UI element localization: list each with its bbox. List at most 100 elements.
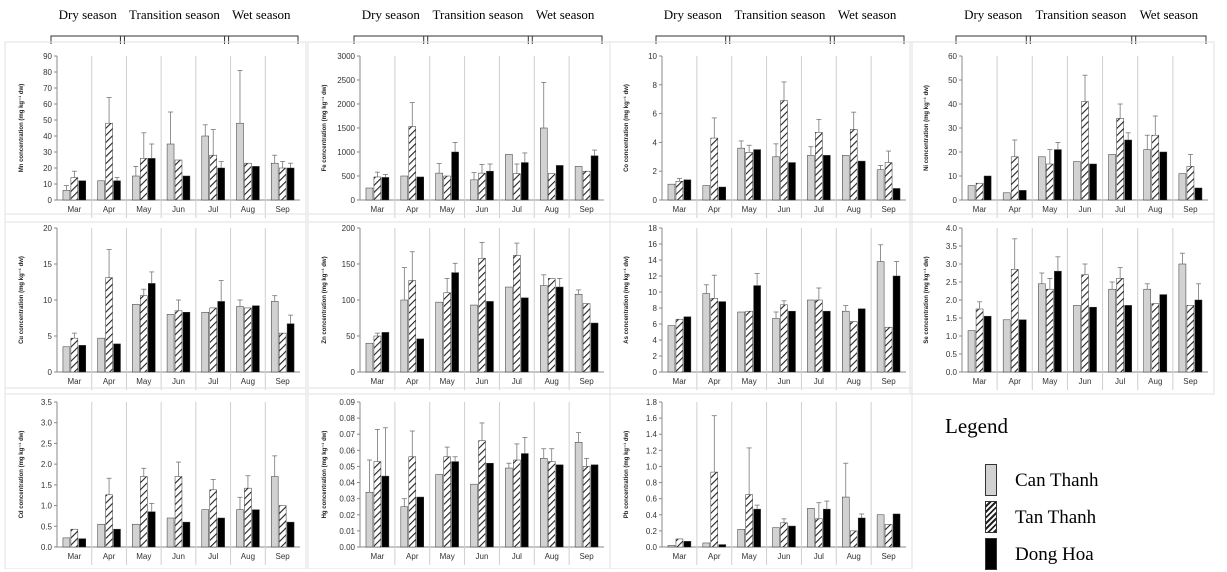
legend: Legend Can Thanh Tan Thanh Dong Hoa (925, 412, 1225, 572)
bar-can-thanh (876, 261, 885, 373)
bar-tan-thanh (478, 172, 486, 201)
y-axis-title: Co concentration (mg kg⁻¹ dw) (623, 84, 630, 172)
bar-can-thanh (540, 285, 548, 373)
bar-dong-hoa (1124, 305, 1132, 373)
bar-dong-hoa (381, 475, 390, 548)
bar-dong-hoa (217, 301, 225, 373)
bar-can-thanh (737, 311, 745, 373)
y-tick-label: 0.07 (339, 430, 355, 439)
bar-dong-hoa (521, 453, 529, 548)
bar-tan-thanh (547, 461, 556, 548)
month-label: Apr (708, 205, 721, 214)
legend-item-can-thanh: Can Thanh (985, 464, 1185, 498)
bar-can-thanh (702, 185, 711, 201)
bar-dong-hoa (718, 544, 726, 548)
bar-tan-thanh (373, 335, 382, 373)
bar-tan-thanh (174, 476, 183, 548)
bar-tan-thanh (1081, 101, 1089, 201)
bar-tan-thanh (513, 255, 521, 373)
bar-tan-thanh (140, 476, 148, 548)
y-tick-label: 1000 (337, 148, 355, 157)
bar-dong-hoa (252, 509, 260, 548)
bar-can-thanh (1038, 156, 1046, 201)
legend-swatch-tan-thanh (985, 501, 997, 533)
month-label: Mar (371, 552, 385, 561)
bar-can-thanh (1178, 263, 1187, 373)
bar-can-thanh (574, 293, 583, 373)
y-tick-label: 0 (351, 368, 356, 377)
month-label: Jun (778, 377, 791, 386)
bar-dong-hoa (892, 188, 901, 201)
bar-tan-thanh (582, 170, 591, 201)
bar-can-thanh (97, 337, 105, 373)
bar-tan-thanh (408, 280, 417, 373)
bar-can-thanh (842, 310, 850, 373)
y-tick-label: 4 (653, 336, 658, 345)
month-label: Apr (1008, 205, 1021, 214)
y-tick-label: 0.2 (646, 527, 658, 536)
month-label: May (742, 205, 757, 214)
month-label: Apr (708, 552, 721, 561)
month-label: Sep (881, 377, 896, 386)
bar-dong-hoa (486, 170, 494, 201)
bar-can-thanh (132, 523, 140, 548)
season-bracket (353, 35, 429, 44)
bar-dong-hoa (857, 517, 866, 548)
bar-can-thanh (270, 162, 279, 201)
month-label: Jul (512, 205, 522, 214)
y-tick-label: 18 (648, 224, 657, 233)
y-tick-label: 0.03 (339, 495, 355, 504)
month-label: Sep (276, 205, 291, 214)
bar-dong-hoa (683, 541, 692, 548)
bar-tan-thanh (849, 129, 858, 201)
bar-tan-thanh (1081, 274, 1089, 373)
bar-dong-hoa (451, 461, 459, 548)
y-tick-label: 60 (948, 52, 957, 61)
bar-can-thanh (772, 527, 780, 548)
bar-dong-hoa (451, 272, 459, 373)
bar-tan-thanh (443, 456, 451, 548)
bar-tan-thanh (70, 528, 79, 548)
bar-dong-hoa (416, 176, 424, 201)
bar-can-thanh (400, 506, 409, 548)
bar-can-thanh (236, 509, 244, 548)
y-axis-title: Ni concentration (mg kg⁻¹ dw) (923, 85, 930, 171)
bar-dong-hoa (857, 308, 866, 373)
bar-can-thanh (1073, 161, 1081, 201)
bar-can-thanh (702, 293, 711, 373)
bar-can-thanh (772, 156, 780, 201)
y-tick-label: 1.8 (646, 398, 658, 407)
y-tick-label: 1.0 (946, 332, 958, 341)
y-tick-label: 2.0 (946, 296, 958, 305)
month-label: Aug (241, 552, 255, 561)
bar-can-thanh (1108, 288, 1116, 373)
bar-tan-thanh (1010, 156, 1019, 201)
bar-dong-hoa (416, 338, 424, 373)
bar-tan-thanh (278, 505, 287, 548)
season-bracket (725, 35, 835, 44)
y-tick-label: 0 (48, 196, 53, 205)
month-label: Jun (1079, 377, 1092, 386)
bar-tan-thanh (513, 459, 521, 548)
bar-can-thanh (1108, 154, 1116, 201)
month-label: Jul (512, 377, 522, 386)
legend-item-dong-hoa: Dong Hoa (985, 538, 1185, 572)
y-tick-label: 0 (48, 368, 53, 377)
bar-can-thanh (62, 537, 71, 548)
bar-tan-thanh (884, 162, 893, 201)
y-tick-label: 1.5 (41, 481, 53, 490)
bar-tan-thanh (209, 154, 217, 201)
bar-can-thanh (400, 175, 409, 201)
bar-dong-hoa (217, 167, 225, 201)
bar-can-thanh (470, 304, 478, 373)
bar-dong-hoa (416, 496, 424, 548)
bar-can-thanh (505, 154, 513, 201)
panel-frame (4, 213, 307, 395)
bar-can-thanh (1073, 305, 1081, 373)
bar-dong-hoa (1018, 319, 1027, 373)
y-tick-label: 0.08 (339, 414, 355, 423)
bar-can-thanh (876, 514, 885, 548)
bar-dong-hoa (381, 332, 390, 373)
month-label: Sep (1183, 205, 1198, 214)
